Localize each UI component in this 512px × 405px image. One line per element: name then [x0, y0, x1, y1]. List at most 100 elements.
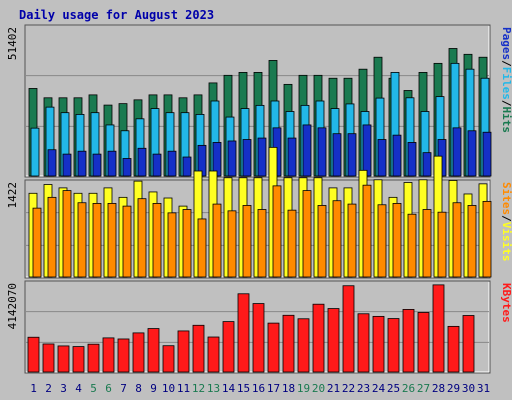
bar-pages [257, 137, 267, 177]
bar-pages [362, 124, 372, 177]
bar-sites [467, 205, 477, 278]
bar-sites [452, 202, 462, 278]
day-label: 11 [177, 382, 190, 395]
panel-right-label: KBytes [500, 283, 512, 323]
bar-pages [62, 153, 72, 177]
bar-pages [422, 152, 432, 177]
bar-pages [332, 133, 342, 177]
day-label: 13 [207, 382, 220, 395]
day-label: 19 [297, 382, 310, 395]
bar-kbytes [417, 312, 430, 373]
bar-sites [197, 218, 207, 278]
day-label: 30 [462, 382, 475, 395]
bar-pages [377, 139, 387, 177]
bar-kbytes [312, 303, 325, 373]
bar-pages [242, 139, 252, 177]
day-label: 17 [267, 382, 280, 395]
bar-kbytes [192, 324, 205, 373]
day-label: 12 [192, 382, 205, 395]
bar-kbytes [72, 346, 85, 373]
bar-kbytes [27, 336, 40, 373]
bar-sites [137, 198, 147, 278]
bar-kbytes [387, 318, 400, 373]
bar-sites [362, 184, 372, 278]
bar-kbytes [117, 338, 130, 373]
panel-right-label: Sites/Visits [500, 182, 512, 262]
bar-pages [452, 127, 462, 177]
bar-kbytes [342, 285, 355, 373]
day-label: 24 [372, 382, 386, 395]
bar-sites [212, 203, 222, 278]
bar-kbytes [462, 315, 475, 373]
day-label: 27 [417, 382, 430, 395]
bar-pages [107, 150, 117, 177]
day-label: 16 [252, 382, 265, 395]
y-max-label: 1422 [6, 182, 19, 209]
day-label: 7 [120, 382, 127, 395]
y-max-label: 4142070 [6, 283, 19, 329]
bar-kbytes [132, 332, 145, 373]
bar-kbytes [402, 309, 415, 373]
legend-sep1: / [500, 215, 512, 222]
bar-sites [377, 204, 387, 278]
bar-sites [332, 200, 342, 278]
bar-pages [317, 127, 327, 177]
bar-sites [437, 211, 447, 278]
panel-right-label: Pages/Files/Hits [500, 27, 512, 133]
bar-sites [482, 200, 492, 278]
day-label: 18 [282, 382, 295, 395]
bar-pages [122, 158, 132, 177]
day-label: 23 [357, 382, 370, 395]
bar-kbytes [267, 322, 280, 373]
bar-pages [347, 133, 357, 177]
bar-sites [272, 185, 282, 278]
bar-files [30, 127, 40, 177]
bar-kbytes [237, 293, 250, 373]
bar-kbytes [432, 284, 445, 373]
bar-sites [242, 205, 252, 278]
bar-kbytes [327, 308, 340, 373]
bar-sites [407, 213, 417, 278]
bar-pages [227, 140, 237, 177]
bar-sites [92, 203, 102, 278]
bar-kbytes [147, 328, 160, 373]
bar-sites [347, 203, 357, 278]
panel-kbytes: 4142070 KBytes [6, 280, 512, 374]
bar-pages [407, 142, 417, 177]
bar-pages [47, 149, 57, 177]
bar-pages [167, 150, 177, 177]
bar-sites [227, 210, 237, 278]
bar-sites [122, 205, 132, 278]
bar-kbytes [42, 343, 55, 373]
day-label: 6 [105, 382, 112, 395]
bar-kbytes [357, 313, 370, 373]
bar-kbytes [162, 345, 175, 373]
panel-visits-sites: 1422 Sites/Visits [6, 146, 512, 279]
bar-sites [257, 209, 267, 278]
day-label: 2 [45, 382, 52, 395]
chart-title: Daily usage for August 2023 [19, 8, 214, 22]
bar-sites [392, 203, 402, 278]
bar-kbytes [252, 303, 265, 373]
legend-sep1: / [500, 60, 512, 67]
bar-sites [77, 202, 87, 278]
bar-pages [392, 134, 402, 177]
bar-sites [152, 203, 162, 278]
bar-sites [317, 205, 327, 278]
bar-pages [137, 147, 147, 177]
day-labels: 1 2 3 4 5 6 7 8 9 10 11 12 13 14 15 16 17 18 19 20 21 22 23 24 2… [30, 382, 490, 395]
day-label: 3 [60, 382, 67, 395]
bar-kbytes [207, 336, 220, 373]
bar-kbytes [372, 315, 385, 373]
legend-kbytes: KBytes [500, 283, 512, 323]
day-label: 8 [135, 382, 142, 395]
day-label: 31 [477, 382, 490, 395]
day-label: 14 [222, 382, 236, 395]
bar-pages [302, 124, 312, 177]
day-label: 26 [402, 382, 415, 395]
bar-pages [92, 153, 102, 177]
bar-pages [152, 153, 162, 177]
